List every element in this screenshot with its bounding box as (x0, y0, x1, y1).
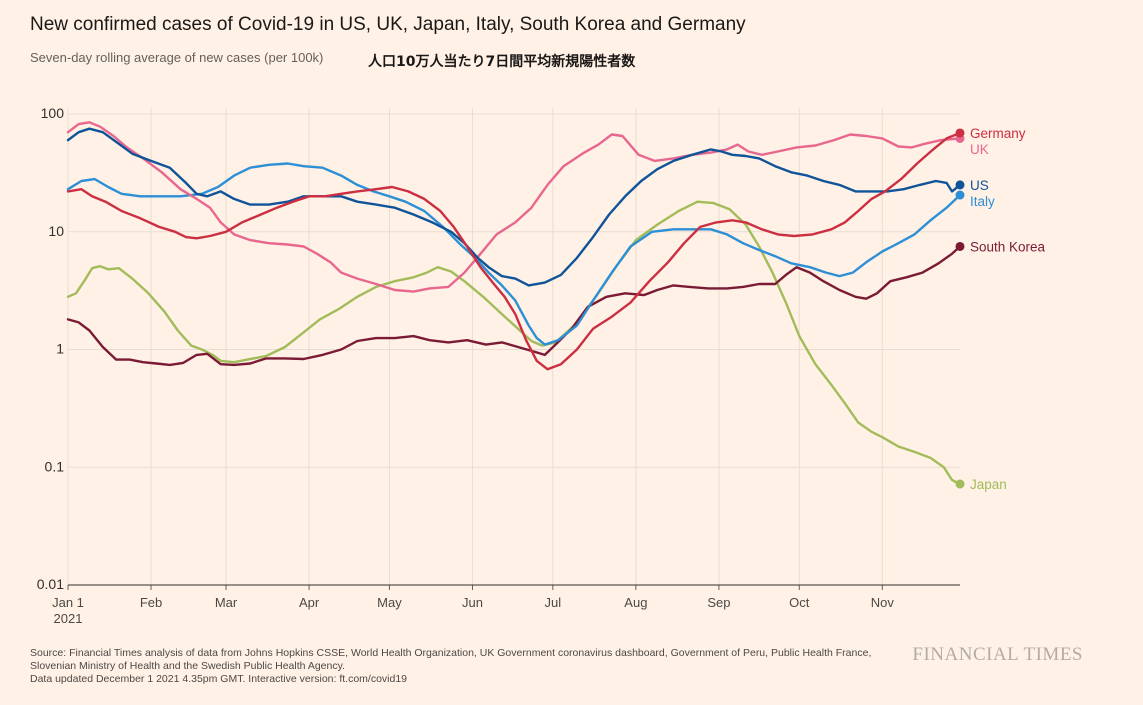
series-label-japan: Japan (970, 477, 1007, 492)
end-marker-germany (955, 128, 965, 138)
end-marker-italy (955, 190, 965, 200)
y-tick-label: 0.01 (37, 576, 64, 592)
series-line-japan (66, 200, 962, 486)
series-line-germany (66, 131, 962, 371)
series-label-germany: Germany (970, 126, 1026, 141)
chart-title: New confirmed cases of Covid-19 in US, U… (30, 14, 746, 35)
series-line-italy (66, 162, 962, 346)
y-tick-label: 0.1 (45, 458, 65, 474)
financial-times-logo: FINANCIAL TIMES (912, 644, 1083, 665)
series-label-italy: Italy (970, 194, 995, 209)
x-tick-label: Jun (462, 595, 483, 610)
series-line-us (66, 127, 962, 287)
source-footer: Source: Financial Times analysis of data… (30, 647, 900, 686)
series-line-uk (66, 121, 962, 293)
x-tick-label: Jul (545, 595, 562, 610)
x-tick-sublabel: 2021 (54, 611, 83, 626)
x-tick-label: Nov (871, 595, 895, 610)
x-tick-label: Sep (707, 595, 730, 610)
source-line-2: Slovenian Ministry of Health and the Swe… (30, 660, 345, 672)
x-tick-label: Oct (789, 595, 810, 610)
data-updated-note: Data updated December 1 2021 4.35pm GMT.… (30, 673, 408, 685)
x-tick-label: Feb (140, 595, 162, 610)
x-tick-label: Mar (215, 595, 238, 610)
end-marker-us (955, 180, 965, 190)
end-marker-japan (955, 479, 965, 489)
source-line-1: Source: Financial Times analysis of data… (30, 647, 872, 659)
series-line-south-korea (66, 245, 962, 367)
y-tick-label: 100 (41, 105, 65, 121)
end-marker-south-korea (955, 241, 965, 251)
x-tick-label: Aug (624, 595, 647, 610)
japanese-annotation: 人口10万人当たり7日間平均新規陽性者数 (368, 54, 636, 70)
y-tick-label: 10 (48, 223, 64, 239)
x-tick-label: Apr (299, 595, 320, 610)
series-label-us: US (970, 178, 989, 193)
x-tick-label: Jan 1 (52, 595, 84, 610)
series-label-south-korea: South Korea (970, 239, 1046, 254)
x-tick-label: May (377, 595, 402, 610)
chart-subtitle: Seven-day rolling average of new cases (… (30, 50, 324, 65)
series-label-uk: UK (970, 142, 989, 157)
y-tick-label: 1 (56, 341, 64, 357)
